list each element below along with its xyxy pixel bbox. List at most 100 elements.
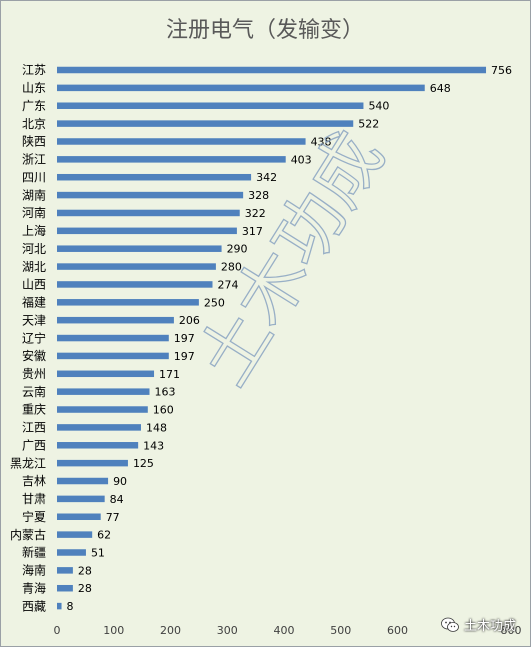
bar-10	[57, 245, 222, 252]
bar-18	[57, 388, 150, 395]
category-label: 黑龙江	[10, 456, 46, 470]
data-label: 250	[204, 296, 225, 309]
bar-6	[57, 173, 252, 181]
bar-27	[57, 549, 86, 556]
bar-26	[57, 531, 93, 538]
category-label: 四川	[22, 170, 46, 184]
category-label: 湖北	[22, 259, 46, 274]
x-tick-label: 0	[54, 624, 61, 637]
bar-4	[57, 138, 306, 145]
data-label: 160	[153, 404, 174, 417]
bar-3	[57, 120, 354, 127]
labels-layer: 江苏 756 山东 648 广东 540 北京 522 陕西 438 浙江 403 四川 342 湖南 328…	[10, 63, 512, 613]
category-label: 西藏	[22, 599, 46, 613]
bar-17	[57, 370, 155, 378]
x-tick-label: 100	[103, 624, 124, 637]
bars-layer	[57, 66, 487, 610]
bar-14	[57, 316, 174, 324]
category-label: 宁夏	[22, 509, 46, 524]
bar-30	[57, 602, 62, 610]
category-label: 内蒙古	[10, 527, 46, 542]
data-label: 163	[155, 386, 176, 399]
data-label: 51	[91, 546, 105, 559]
category-label: 湖南	[22, 187, 46, 202]
bar-25	[57, 513, 101, 520]
data-label: 328	[248, 189, 269, 202]
data-label: 143	[143, 439, 164, 452]
data-label: 197	[174, 350, 195, 363]
category-label: 北京	[22, 117, 46, 131]
category-label: 福建	[22, 295, 46, 310]
brand-label: 土木功成	[463, 619, 516, 634]
data-label: 322	[245, 207, 266, 220]
data-label: 77	[106, 511, 120, 524]
data-label: 648	[430, 82, 451, 95]
category-label: 青海	[22, 580, 46, 595]
data-label: 62	[97, 529, 111, 542]
category-label: 浙江	[22, 153, 46, 167]
bar-8	[57, 209, 240, 217]
category-label: 广西	[22, 438, 46, 452]
category-label: 辽宁	[22, 330, 46, 345]
data-label: 317	[242, 225, 263, 238]
wechat-icon	[441, 617, 459, 633]
bar-2	[57, 102, 364, 109]
x-tick-label: 500	[330, 624, 351, 637]
bar-19	[57, 406, 148, 413]
category-label: 新疆	[22, 545, 46, 560]
bar-21	[57, 442, 139, 449]
category-label: 广东	[22, 99, 46, 113]
bar-0	[57, 66, 487, 74]
category-label: 甘肃	[22, 492, 46, 506]
category-label: 安徽	[22, 348, 46, 363]
category-label: 河北	[22, 242, 46, 256]
bar-22	[57, 459, 128, 467]
bar-23	[57, 477, 109, 485]
data-label: 280	[221, 261, 242, 274]
data-label: 756	[491, 64, 512, 77]
data-label: 90	[113, 475, 127, 488]
data-label: 522	[358, 118, 379, 131]
category-label: 贵州	[22, 367, 46, 381]
data-label: 28	[78, 582, 92, 595]
bar-20	[57, 424, 141, 431]
data-label: 171	[159, 368, 180, 381]
x-axis-ticks: 0 100 200 300 400 500 600 800	[54, 624, 522, 637]
bar-12	[57, 281, 213, 288]
data-label: 28	[78, 564, 92, 577]
bar-28	[57, 567, 73, 574]
data-label: 8	[67, 600, 74, 613]
category-label: 海南	[22, 563, 46, 578]
category-label: 河南	[22, 205, 46, 220]
category-label: 云南	[22, 384, 46, 399]
x-tick-label: 800	[501, 624, 522, 637]
data-label: 84	[110, 493, 124, 506]
data-label: 197	[174, 332, 195, 345]
category-label: 天津	[22, 313, 46, 327]
category-label: 重庆	[22, 403, 46, 417]
bar-13	[57, 299, 199, 306]
bar-15	[57, 334, 169, 342]
brand-badge: 土木功成	[441, 615, 516, 634]
category-label: 江苏	[22, 63, 46, 77]
bar-5	[57, 156, 286, 163]
bar-24	[57, 495, 105, 503]
data-label: 540	[368, 100, 389, 113]
bar-7	[57, 191, 244, 199]
x-tick-label: 200	[160, 624, 181, 637]
category-label: 上海	[22, 223, 46, 238]
x-tick-label: 600	[387, 624, 408, 637]
chart-title: 注册电气（发输变）	[166, 18, 364, 43]
bar-11	[57, 263, 216, 270]
category-label: 江西	[22, 421, 46, 435]
data-label: 342	[256, 171, 277, 184]
bar-1	[57, 84, 425, 92]
data-label: 125	[133, 457, 154, 470]
data-label: 274	[217, 278, 238, 291]
data-label: 438	[311, 135, 332, 148]
category-label: 陕西	[22, 134, 46, 149]
bar-29	[57, 584, 73, 592]
bar-16	[57, 352, 169, 360]
data-label: 148	[146, 421, 167, 434]
